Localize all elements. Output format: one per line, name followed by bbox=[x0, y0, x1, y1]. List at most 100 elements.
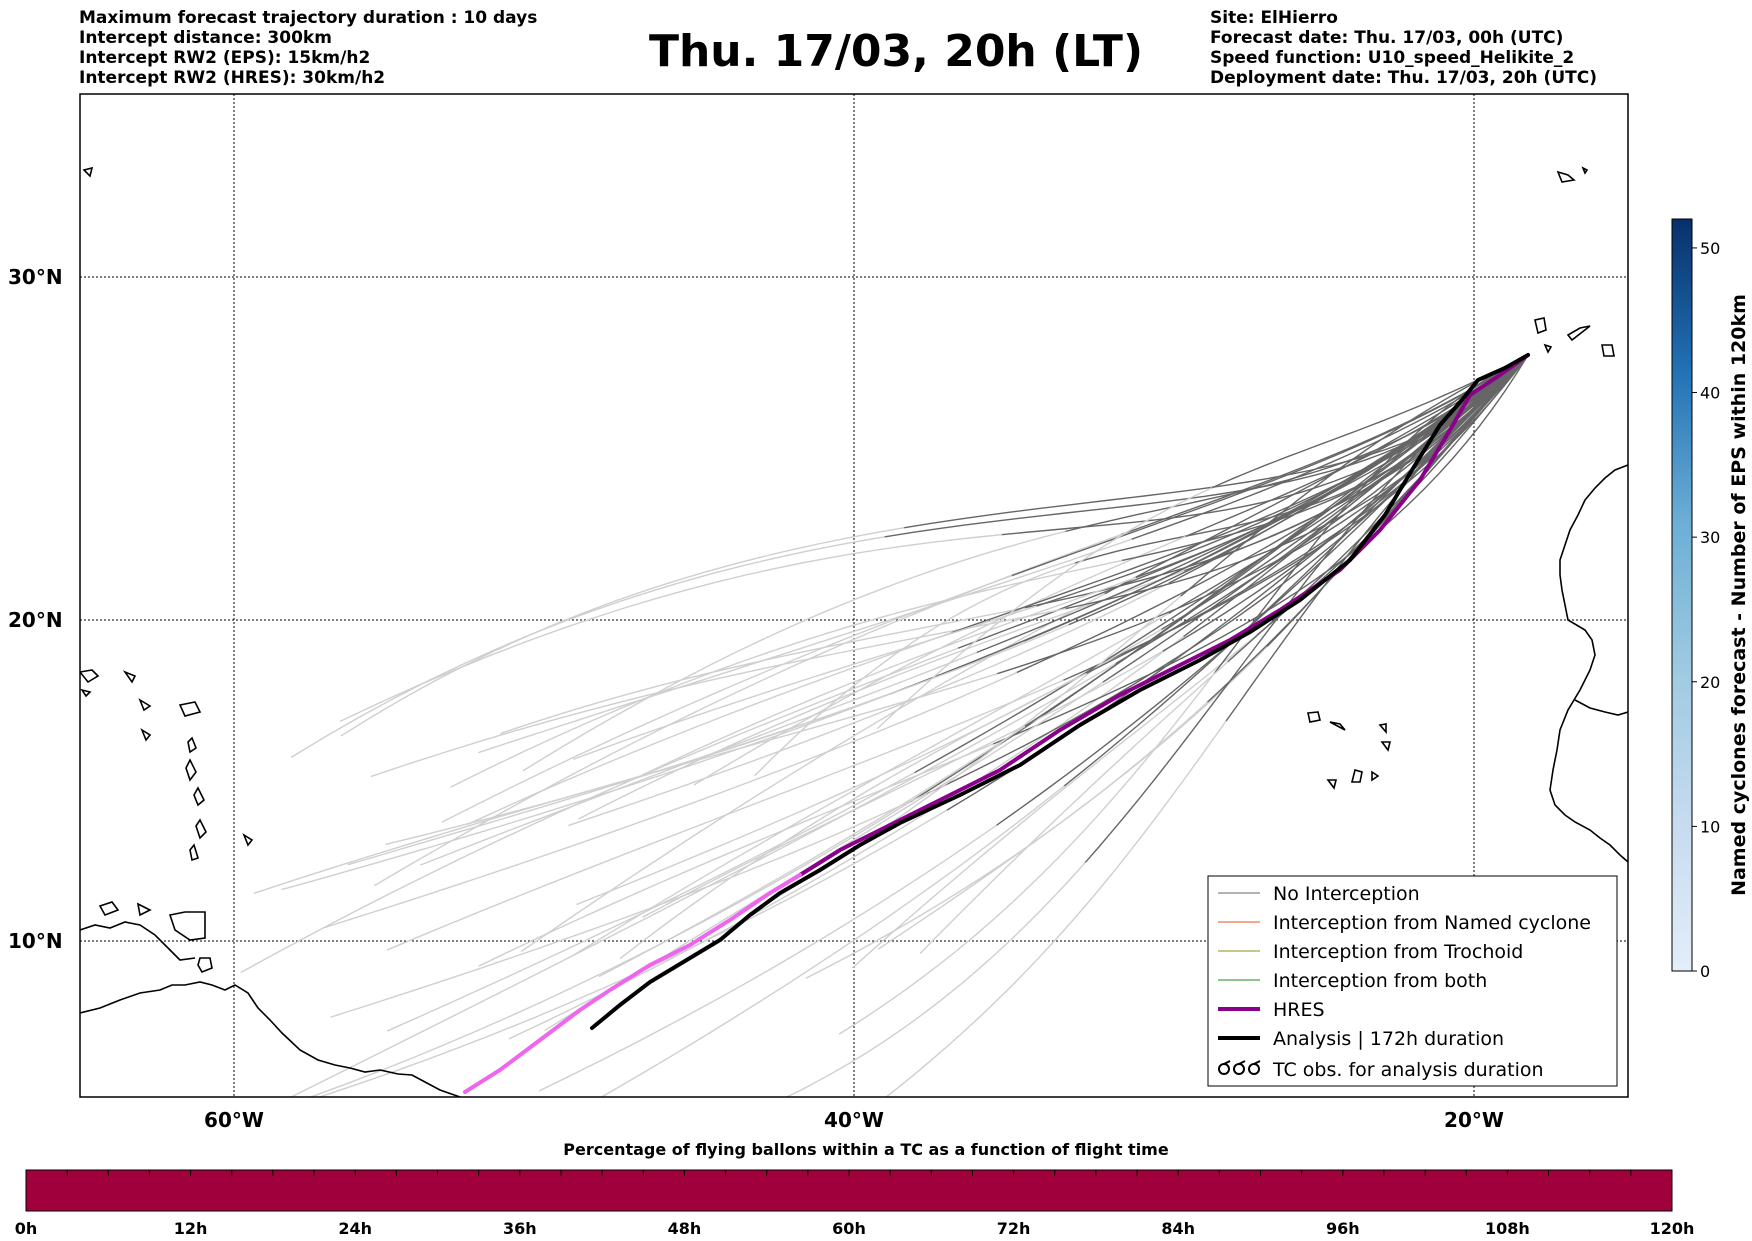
coastlines bbox=[80, 166, 1628, 1097]
timeline-tick-label: 0h bbox=[15, 1219, 38, 1238]
eps-trajectory-line-late bbox=[877, 487, 1213, 729]
lon-label-20w: 20°W bbox=[1444, 1108, 1504, 1132]
antilles-9 bbox=[242, 833, 254, 847]
eps-trajectory-line-late bbox=[339, 534, 1003, 722]
max-duration-text: Maximum forecast trajectory duration : 1… bbox=[79, 8, 538, 28]
header-left-info: Maximum forecast trajectory duration : 1… bbox=[79, 8, 537, 88]
cape-verde-2 bbox=[1378, 723, 1387, 735]
timeline-tick-label: 24h bbox=[338, 1219, 372, 1238]
header-right-info: Site: ElHierro Forecast date: Thu. 17/03… bbox=[1210, 8, 1597, 88]
legend-box bbox=[1207, 875, 1618, 1087]
cape-verde-4 bbox=[1329, 721, 1346, 731]
timeline-tick-label: 108h bbox=[1485, 1219, 1530, 1238]
legend-label-hres: HRES bbox=[1273, 999, 1325, 1021]
colorbar-ticks: 0 10 20 30 40 50 bbox=[1692, 239, 1720, 981]
eps-trajectory-line-late bbox=[522, 530, 1066, 772]
lat-label-10n: 10°N bbox=[8, 929, 63, 953]
colorbar-tick-label: 40 bbox=[1700, 384, 1720, 403]
cape-verde-5 bbox=[1326, 779, 1338, 790]
colorbar-tick-label: 50 bbox=[1700, 239, 1720, 258]
eps-trajectory-line-late bbox=[240, 647, 959, 973]
antilles-15 bbox=[82, 166, 94, 178]
eps-trajectory-line-late bbox=[642, 650, 1164, 918]
antilles-5 bbox=[193, 786, 205, 807]
colorbar-gradient bbox=[1671, 218, 1693, 972]
cape-verde-7 bbox=[1371, 770, 1380, 782]
site-text: Site: ElHierro bbox=[1210, 8, 1338, 28]
eps-trajectory-line bbox=[1167, 354, 1529, 585]
eps-trajectory-line-late bbox=[640, 577, 1137, 777]
timeline-ticks: 0h 12h 24h 36h 48h 60h 72h 84h 96h 108h 120h bbox=[15, 1170, 1695, 1238]
colorbar: 0 10 20 30 40 50 Named cyclones forecast - Nu… bbox=[1671, 218, 1750, 981]
legend-label-named-cyclone: Interception from Named cyclone bbox=[1273, 912, 1591, 934]
eps-trajectory-line-late bbox=[478, 538, 1132, 754]
eps-trajectory-line bbox=[1035, 354, 1529, 607]
colorbar-tick-label: 10 bbox=[1700, 817, 1720, 836]
canary-1 bbox=[1534, 317, 1547, 335]
africa-coast bbox=[1549, 464, 1628, 863]
graticule bbox=[80, 94, 1628, 1097]
eps-trajectory-line-late bbox=[324, 672, 1018, 929]
canary-2 bbox=[1566, 325, 1591, 342]
timeline-tick-label: 72h bbox=[997, 1219, 1031, 1238]
eps-trajectory-line-late bbox=[568, 582, 1170, 826]
eps-trajectory-line bbox=[1015, 354, 1529, 674]
timeline-tick-label: 96h bbox=[1326, 1219, 1360, 1238]
timeline: Percentage of flying ballons within a TC… bbox=[15, 1140, 1695, 1238]
page-title: Thu. 17/03, 20h (LT) bbox=[648, 26, 1144, 77]
antilles-11 bbox=[122, 670, 137, 684]
eps-trajectory-line-late bbox=[805, 701, 1208, 979]
eps-trajectory-line-late bbox=[785, 862, 1086, 1097]
eps-trajectory-line-late bbox=[693, 536, 1186, 786]
eps-trajectory-line-late bbox=[420, 651, 977, 866]
colorbar-label: Named cyclones forecast - Number of EPS … bbox=[1728, 294, 1750, 896]
colorbar-tick-label: 30 bbox=[1700, 528, 1720, 547]
deployment-date-text: Deployment date: Thu. 17/03, 20h (UTC) bbox=[1210, 68, 1597, 88]
lat-label-20n: 20°N bbox=[8, 608, 63, 632]
legend-label-no-interception: No Interception bbox=[1273, 883, 1420, 905]
legend-label-analysis: Analysis | 172h duration bbox=[1273, 1028, 1504, 1050]
madeira-2 bbox=[1581, 166, 1589, 175]
timeline-bar bbox=[25, 1169, 1673, 1212]
eps-trajectory-line-late bbox=[754, 562, 1076, 777]
antilles-12 bbox=[80, 669, 100, 684]
intercept-distance-text: Intercept distance: 300km bbox=[79, 28, 332, 48]
canary-3 bbox=[1601, 344, 1615, 357]
eps-trajectory-line-late bbox=[852, 634, 1258, 969]
legend: No Interception Interception from Named … bbox=[1207, 875, 1618, 1087]
eps-trajectory-line-late bbox=[572, 613, 1169, 957]
canary-4 bbox=[1543, 343, 1553, 354]
cape-verde-1 bbox=[1307, 711, 1321, 723]
trajectories bbox=[240, 353, 1530, 1097]
antilles-14 bbox=[138, 698, 152, 712]
eps-trajectory-line-late bbox=[308, 801, 911, 1097]
eps-trajectory-line-late bbox=[386, 772, 915, 1032]
eps-trajectory-line bbox=[1085, 354, 1529, 675]
antilles-7 bbox=[189, 843, 199, 862]
eps-trajectory-line-late bbox=[500, 607, 1025, 735]
analysis-trajectory bbox=[590, 353, 1530, 1030]
paraguana-peninsula bbox=[168, 911, 206, 941]
antilles-8 bbox=[178, 701, 202, 717]
cape-verde-3 bbox=[1380, 741, 1392, 752]
hres-trajectory bbox=[798, 353, 1530, 877]
eps-trajectory-line-late bbox=[467, 632, 952, 825]
legend-label-tc-obs: TC obs. for analysis duration bbox=[1272, 1059, 1544, 1081]
eps-trajectory-line-late bbox=[450, 559, 1123, 788]
eps-trajectory-line bbox=[1120, 354, 1529, 562]
tc-symbol-icon bbox=[1218, 1060, 1261, 1075]
intercept-eps-text: Intercept RW2 (EPS): 15km/h2 bbox=[79, 48, 371, 68]
antilles-10 bbox=[140, 728, 152, 742]
eps-trajectory-line-late bbox=[521, 593, 1105, 952]
colorbar-tick-label: 20 bbox=[1700, 673, 1720, 692]
timeline-tick-label: 120h bbox=[1650, 1219, 1695, 1238]
speed-function-text: Speed function: U10_speed_Helikite_2 bbox=[1210, 48, 1575, 68]
timeline-tick-label: 84h bbox=[1161, 1219, 1195, 1238]
madeira bbox=[1556, 170, 1576, 183]
eps-trajectory-line bbox=[995, 354, 1529, 827]
timeline-tick-label: 36h bbox=[503, 1219, 537, 1238]
legend-label-both: Interception from both bbox=[1273, 970, 1487, 992]
timeline-tick-label: 60h bbox=[832, 1219, 866, 1238]
eps-trajectory-line-late bbox=[441, 575, 1013, 823]
